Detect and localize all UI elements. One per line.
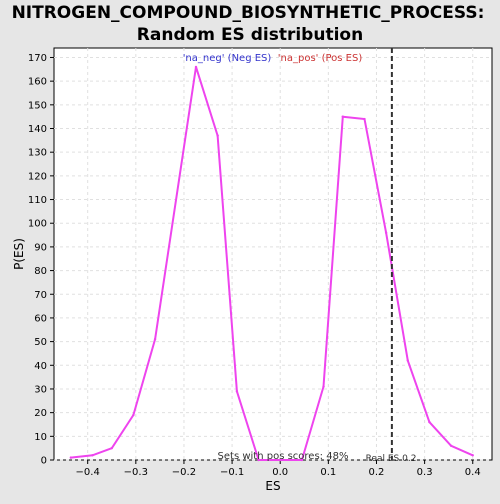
x-tick-label: −0.4 [76,467,100,478]
y-tick-label: 100 [28,219,47,230]
chart-title-line1: NITROGEN_COMPOUND_BIOSYNTHETIC_PROCESS: [12,3,485,23]
y-tick-label: 110 [28,195,47,206]
y-tick-label: 60 [34,313,47,324]
data-point [406,359,409,362]
y-tick-label: 40 [34,361,47,372]
data-point [257,458,260,462]
y-axis-ticks: 0 10 20 30 40 50 60 70 80 90 100 110 120 130 140 150 160… [28,53,54,467]
y-tick-label: 0 [41,456,47,467]
x-tick-label: 0.1 [320,467,336,478]
x-tick-label: 0.3 [417,467,433,478]
legend-neg-label: 'na_neg' (Neg ES) [183,53,272,64]
x-tick-label: −0.2 [172,467,196,478]
data-point [91,454,94,457]
data-point [363,117,366,121]
y-tick-label: 130 [28,148,47,159]
data-point [322,385,325,388]
gridlines [54,48,492,461]
data-point [235,390,239,393]
data-point [69,456,73,459]
x-tick-label: −0.3 [124,467,148,478]
data-point [300,458,304,462]
y-tick-label: 120 [28,171,47,182]
data-point [449,444,453,447]
data-point [384,231,388,234]
x-tick-label: −0.1 [220,467,244,478]
data-point [110,446,113,450]
y-tick-label: 50 [34,337,47,348]
x-tick-label: 0.2 [369,467,385,478]
y-tick-label: 150 [28,100,47,111]
series-points [69,65,474,462]
pos-scores-note: Sets with pos scores: 48% [218,451,349,462]
y-axis-label: P(ES) [12,238,26,270]
data-point [132,413,135,417]
y-tick-label: 20 [34,408,47,419]
x-axis-label: ES [265,479,280,493]
y-tick-label: 10 [34,432,47,443]
y-tick-label: 170 [28,53,47,64]
plot-area [53,47,493,461]
data-point [194,65,198,69]
y-tick-label: 160 [28,77,47,88]
real-es-label: Real ES 0.2 [366,454,417,464]
y-tick-label: 140 [28,124,47,135]
y-tick-label: 70 [34,290,47,301]
y-tick-label: 30 [34,384,47,395]
legend-pos-label: 'na_pos' (Pos ES) [278,53,363,64]
x-axis-ticks: −0.4 −0.3 −0.2 −0.1 0.0 0.1 0.2 0.3 0.4 [76,460,481,478]
data-point [279,458,282,462]
data-point [428,420,431,424]
data-point [341,115,344,118]
x-tick-label: 0.4 [465,467,481,478]
x-tick-label: 0.0 [272,467,288,478]
chart-title-line2: Random ES distribution [137,25,363,45]
y-tick-label: 90 [34,242,47,253]
data-point [216,134,219,137]
data-point [471,454,474,457]
data-point [153,338,157,341]
y-tick-label: 80 [34,266,47,277]
